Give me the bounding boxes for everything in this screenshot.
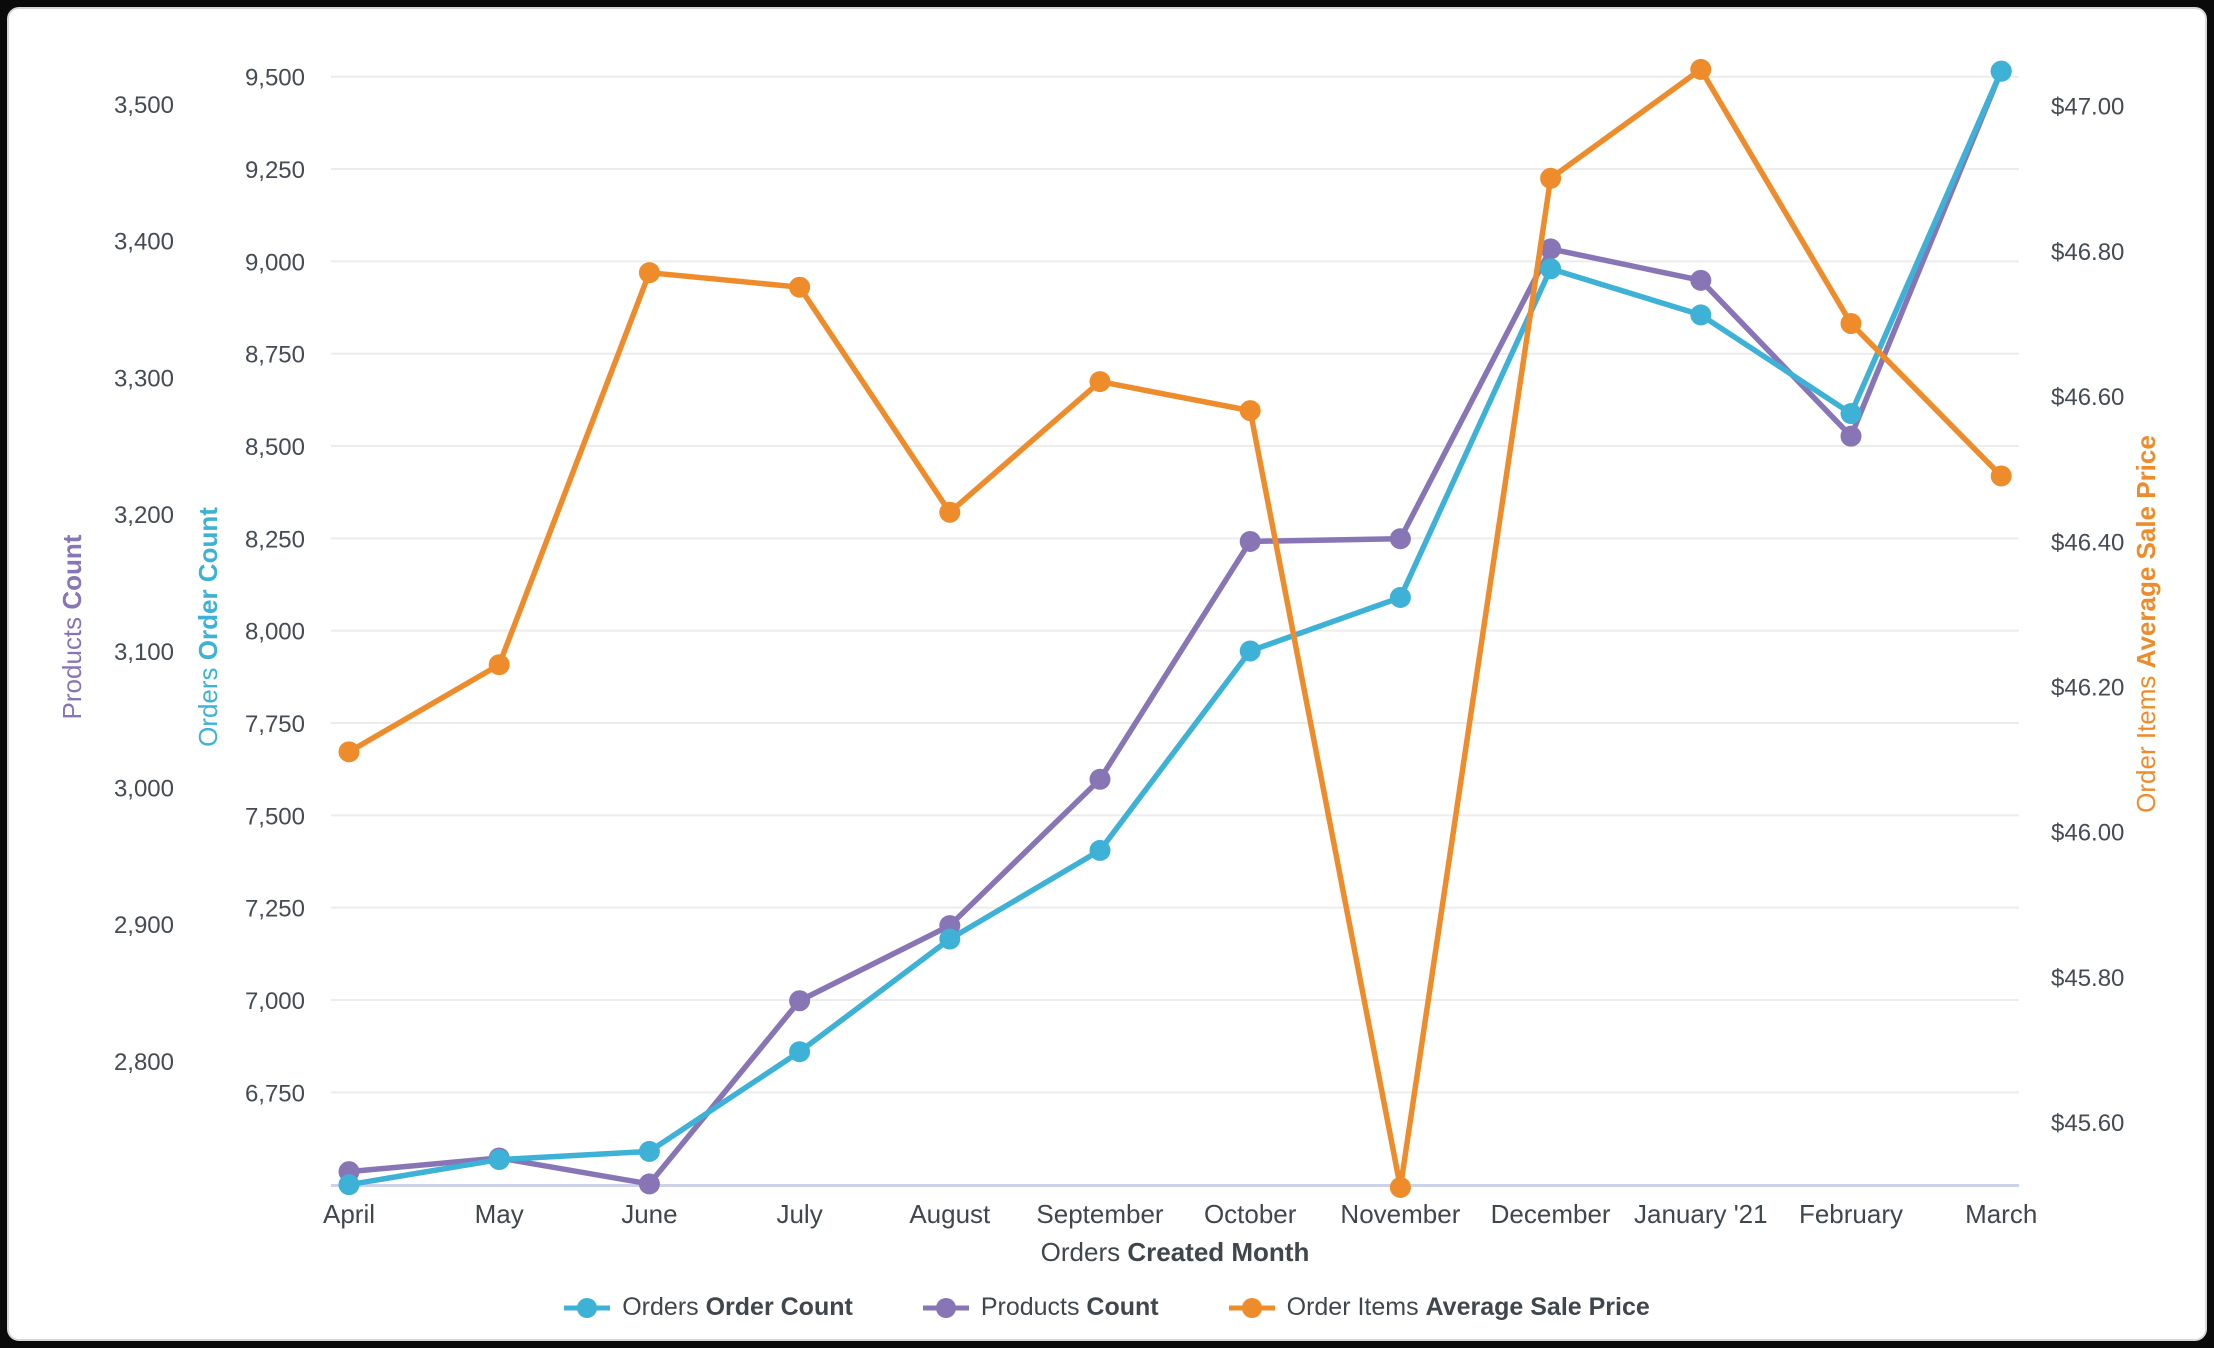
orders-axis-tick-label: 7,250	[245, 896, 305, 923]
legend-marker-icon	[922, 1297, 969, 1318]
orders-axis-tick-label: 7,000	[245, 988, 305, 1015]
price-axis-tick-label: $46.60	[2051, 384, 2124, 411]
data-point-products-count-2[interactable]	[638, 1173, 660, 1195]
chart-legend: Orders Order Count Products Count Order It…	[9, 1293, 2205, 1322]
data-point-products-count-9[interactable]	[1690, 269, 1712, 291]
month-label: November	[1340, 1199, 1460, 1229]
legend-marker-icon	[1228, 1297, 1275, 1318]
orders-axis-title: Orders Order Count	[193, 507, 223, 747]
month-label: January '21	[1634, 1199, 1768, 1229]
legend-label: Products Count	[980, 1293, 1159, 1321]
series-line-orders-order-count	[348, 70, 2004, 1188]
legend-item-order-items-average-sale-price[interactable]: Order Items Average Sale Price	[1228, 1293, 1650, 1322]
month-label: September	[1036, 1199, 1164, 1229]
data-point-products-count-10[interactable]	[1840, 425, 1862, 447]
data-point-orders-order-count-2[interactable]	[638, 1140, 660, 1162]
price-axis-tick-label: $46.00	[2051, 820, 2124, 847]
month-label: April	[323, 1199, 375, 1229]
products-axis-tick-label: 3,500	[114, 92, 174, 119]
data-point-orders-order-count-9[interactable]	[1690, 304, 1712, 326]
month-label: August	[909, 1199, 991, 1229]
price-axis-tick-label: $45.60	[2051, 1110, 2124, 1137]
products-axis-tick-label: 2,900	[114, 912, 174, 939]
month-label: May	[475, 1199, 524, 1229]
month-label: July	[776, 1199, 822, 1229]
month-label: March	[1965, 1199, 2037, 1229]
orders-axis-tick-label: 8,750	[245, 342, 305, 369]
month-label: December	[1491, 1199, 1611, 1229]
products-axis-title: Products Count	[57, 534, 87, 719]
legend-item-orders-order-count[interactable]: Orders Order Count	[564, 1293, 853, 1322]
chart-card: 3,500 3,400 3,300 3,200 3,100 3,000 2,900 2,800…	[7, 7, 2207, 1341]
data-point-orders-order-count-1[interactable]	[488, 1149, 510, 1171]
products-axis-tick-label: 3,200	[114, 502, 174, 529]
month-label: October	[1204, 1199, 1297, 1229]
orders-axis-tick-label: 8,250	[245, 526, 305, 553]
price-axis-tick-label: $46.40	[2051, 529, 2124, 556]
data-point-products-count-7[interactable]	[1389, 528, 1411, 550]
data-point-order-items-average-sale-price-8[interactable]	[1540, 167, 1562, 189]
data-point-order-items-average-sale-price-7[interactable]	[1389, 1176, 1411, 1198]
series-line-order-items-average-sale-price	[347, 66, 2004, 1191]
data-point-orders-order-count-11[interactable]	[1990, 60, 2012, 82]
data-point-order-items-average-sale-price-9[interactable]	[1690, 58, 1712, 80]
data-point-order-items-average-sale-price-6[interactable]	[1239, 400, 1261, 422]
legend-marker-icon	[564, 1297, 611, 1318]
data-point-order-items-average-sale-price-4[interactable]	[939, 501, 961, 523]
data-point-orders-order-count-4[interactable]	[939, 928, 961, 950]
data-point-order-items-average-sale-price-3[interactable]	[789, 276, 811, 298]
x-axis-title: Orders Created Month	[1041, 1237, 1310, 1267]
legend-label: Orders Order Count	[622, 1293, 853, 1321]
data-point-orders-order-count-7[interactable]	[1389, 586, 1411, 608]
products-axis-tick-label: 3,400	[114, 229, 174, 256]
products-axis-tick-label: 3,300	[114, 365, 174, 392]
data-point-products-count-6[interactable]	[1239, 530, 1261, 552]
orders-axis-tick-label: 8,000	[245, 619, 305, 646]
price-axis-tick-label: $45.80	[2051, 965, 2124, 992]
data-point-orders-order-count-3[interactable]	[789, 1041, 811, 1063]
data-point-products-count-8[interactable]	[1540, 238, 1562, 260]
data-point-orders-order-count-6[interactable]	[1239, 640, 1261, 662]
products-axis-tick-label: 2,800	[114, 1049, 174, 1076]
data-point-order-items-average-sale-price-2[interactable]	[638, 262, 660, 284]
price-axis-title: Order Items Average Sale Price	[2131, 435, 2161, 813]
orders-axis-tick-label: 9,250	[245, 157, 305, 184]
data-point-orders-order-count-5[interactable]	[1089, 839, 1111, 861]
series-line-products-count	[348, 70, 2004, 1187]
orders-axis-tick-label: 8,500	[245, 434, 305, 461]
data-point-orders-order-count-0[interactable]	[338, 1174, 360, 1196]
legend-item-products-count[interactable]: Products Count	[922, 1293, 1159, 1322]
data-point-order-items-average-sale-price-1[interactable]	[488, 654, 510, 676]
data-point-order-items-average-sale-price-5[interactable]	[1089, 371, 1111, 393]
data-point-order-items-average-sale-price-11[interactable]	[1990, 465, 2012, 487]
orders-axis-tick-label: 9,000	[245, 249, 305, 276]
legend-label: Order Items Average Sale Price	[1286, 1293, 1650, 1321]
data-point-orders-order-count-8[interactable]	[1540, 258, 1562, 280]
orders-axis-tick-label: 7,500	[245, 803, 305, 830]
price-axis-tick-label: $46.20	[2051, 675, 2124, 702]
month-label: February	[1799, 1199, 1903, 1229]
data-point-products-count-3[interactable]	[789, 990, 811, 1012]
line-chart-canvas: 3,500 3,400 3,300 3,200 3,100 3,000 2,900 2,800…	[57, 58, 2161, 1267]
month-label: June	[621, 1199, 677, 1229]
data-point-orders-order-count-10[interactable]	[1840, 403, 1862, 425]
data-point-order-items-average-sale-price-0[interactable]	[338, 741, 360, 763]
orders-axis-tick-label: 6,750	[245, 1080, 305, 1107]
orders-axis-tick-label: 7,750	[245, 711, 305, 738]
data-point-products-count-5[interactable]	[1089, 768, 1111, 790]
products-axis-tick-label: 3,000	[114, 776, 174, 803]
orders-axis-tick-label: 9,500	[245, 65, 305, 92]
price-axis-tick-label: $47.00	[2051, 94, 2124, 121]
data-point-order-items-average-sale-price-10[interactable]	[1840, 313, 1862, 334]
products-axis-tick-label: 3,100	[114, 639, 174, 666]
price-axis-tick-label: $46.80	[2051, 239, 2124, 266]
